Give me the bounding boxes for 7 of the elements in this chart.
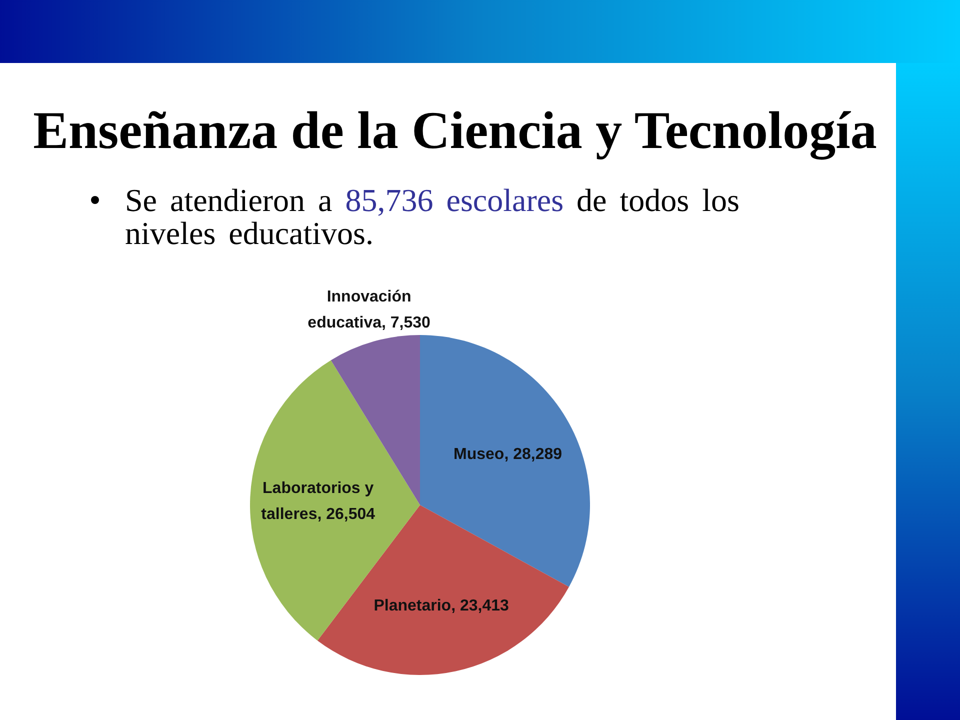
pie-slice xyxy=(420,335,590,587)
slice-label: Innovación educativa, 7,530 xyxy=(308,288,431,332)
slice-label: Planetario, 23,413 xyxy=(374,598,510,615)
chart-title: Enseñanza de la Ciencia y Tecnología xyxy=(33,102,877,160)
text: Se atendieron a 85,736 escolares de todos los niveles educativos. xyxy=(125,182,740,251)
slice-label: Laboratorios y talleres, 26,504 xyxy=(261,480,376,524)
slice-label: Museo, 28,289 xyxy=(454,446,562,464)
